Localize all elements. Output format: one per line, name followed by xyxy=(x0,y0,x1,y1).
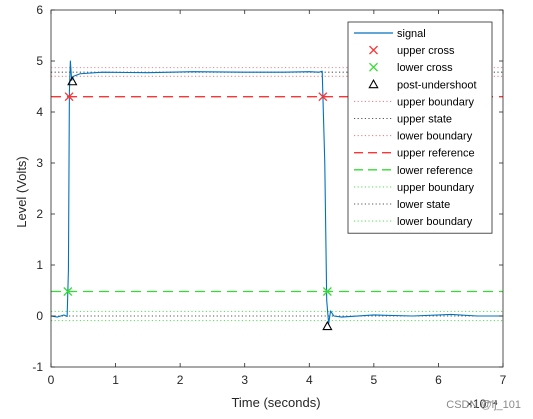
legend-item: upper boundary xyxy=(354,182,475,194)
y-axis-label: Level (Volts) xyxy=(14,156,29,228)
y-tick-label: 5 xyxy=(36,54,43,68)
axes-frame xyxy=(50,9,504,368)
legend-box xyxy=(347,21,493,234)
signal-line xyxy=(51,60,503,325)
watermark: CSDN @lj_101 xyxy=(446,399,521,411)
legend: signal upper cross lower cross post-undersh… xyxy=(347,21,493,234)
legend-item: post-undershoot xyxy=(368,78,477,91)
upper-cross-marker-1 xyxy=(318,92,328,102)
legend-item: upper reference xyxy=(354,148,475,160)
y-tick-label: -1 xyxy=(32,360,43,374)
x-tick-label: 6 xyxy=(435,373,442,387)
x-tick-label: 2 xyxy=(177,373,184,387)
legend-label: signal xyxy=(397,28,426,40)
x-tick-label: 3 xyxy=(241,373,248,387)
legend-item: upper cross xyxy=(369,45,455,57)
legend-label: post-undershoot xyxy=(397,79,477,91)
legend-label: lower state xyxy=(397,199,450,211)
lower-cross-marker-0 xyxy=(63,287,73,296)
x-axis-label: Time (seconds) xyxy=(231,395,320,410)
y-tick-label: 4 xyxy=(36,105,43,119)
legend-item: upper boundary xyxy=(354,96,475,108)
legend-item: lower reference xyxy=(354,165,473,177)
legend-label: upper cross xyxy=(397,45,455,57)
x-axis-exponent: ×10⁻⁴ xyxy=(466,397,498,411)
legend-swatch xyxy=(368,78,379,89)
x-tick-label: 0 xyxy=(48,373,55,387)
legend-swatch xyxy=(369,45,378,55)
legend-label: upper boundary xyxy=(397,182,475,194)
y-tick-label: 2 xyxy=(36,207,43,221)
legend-item: lower boundary xyxy=(354,216,473,228)
legend-item: lower state xyxy=(354,199,450,211)
y-tick-label: 6 xyxy=(36,3,43,17)
legend-label: lower boundary xyxy=(397,131,473,143)
y-tick-label: 3 xyxy=(36,156,43,170)
legend-label: lower boundary xyxy=(397,216,473,228)
legend-item: upper state xyxy=(354,114,452,126)
legend-label: upper state xyxy=(397,114,452,126)
legend-label: lower reference xyxy=(397,165,473,177)
legend-label: lower cross xyxy=(397,62,453,74)
x-tick-label: 7 xyxy=(500,373,507,387)
post-undershoot-marker-0 xyxy=(67,76,78,86)
legend-item: lower boundary xyxy=(354,131,473,143)
post-undershoot-marker-1 xyxy=(322,320,333,331)
x-tick-label: 5 xyxy=(371,373,378,387)
legend-label: upper reference xyxy=(397,148,475,160)
y-tick-label: 1 xyxy=(36,258,43,272)
lower-cross-marker-1 xyxy=(322,287,332,296)
x-tick-label: 4 xyxy=(306,373,313,387)
legend-label: upper boundary xyxy=(397,96,475,108)
x-tick-label: 1 xyxy=(112,373,119,387)
legend-swatch xyxy=(369,62,378,72)
legend-item: lower cross xyxy=(369,62,453,74)
y-tick-label: 0 xyxy=(36,309,43,323)
upper-cross-marker-0 xyxy=(64,92,74,102)
legend-item: signal xyxy=(354,28,426,40)
